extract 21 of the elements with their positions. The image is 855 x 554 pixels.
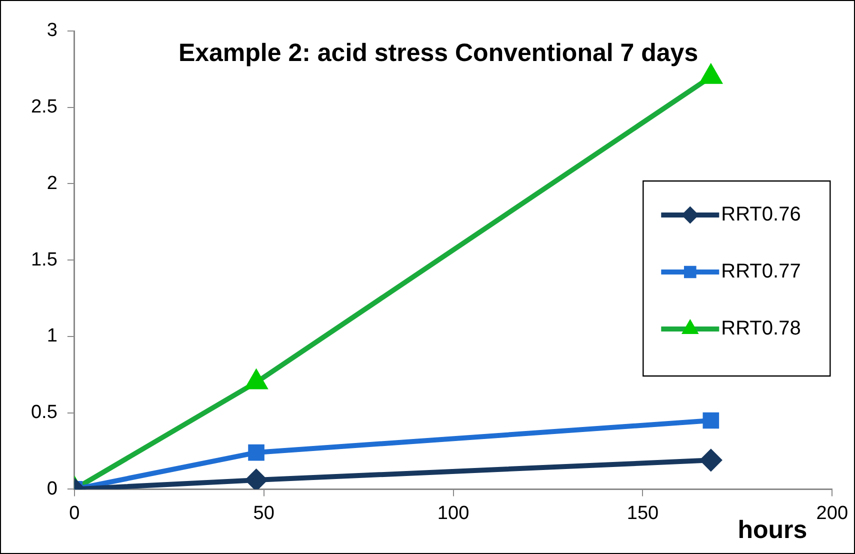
x-tick-label: 0 — [69, 502, 80, 524]
x-tick-label: 150 — [626, 502, 659, 524]
legend-label: RRT0.76 — [721, 204, 801, 226]
y-tick-label: 2 — [46, 172, 58, 194]
y-tick-label: 2.5 — [30, 96, 58, 118]
legend-label: RRT0.77 — [721, 260, 801, 283]
chart-title: Example 2: acid stress Conventional 7 days — [178, 38, 698, 67]
y-tick-label: 1 — [46, 326, 58, 347]
y-tick-label: 0 — [46, 478, 58, 500]
x-tick-label: 100 — [437, 502, 470, 524]
y-tick-label: 3 — [46, 20, 58, 42]
y-tick-label: 1.5 — [30, 249, 58, 270]
point — [702, 412, 720, 429]
y-tick-label: 0.5 — [30, 402, 58, 424]
x-axis-title: hours — [738, 516, 808, 544]
x-tick-label: 200 — [816, 502, 848, 524]
point — [700, 450, 722, 471]
point — [248, 444, 264, 461]
legend-label: RRT0.78 — [721, 318, 801, 340]
point — [246, 470, 267, 490]
x-tick-label: 50 — [253, 502, 274, 524]
